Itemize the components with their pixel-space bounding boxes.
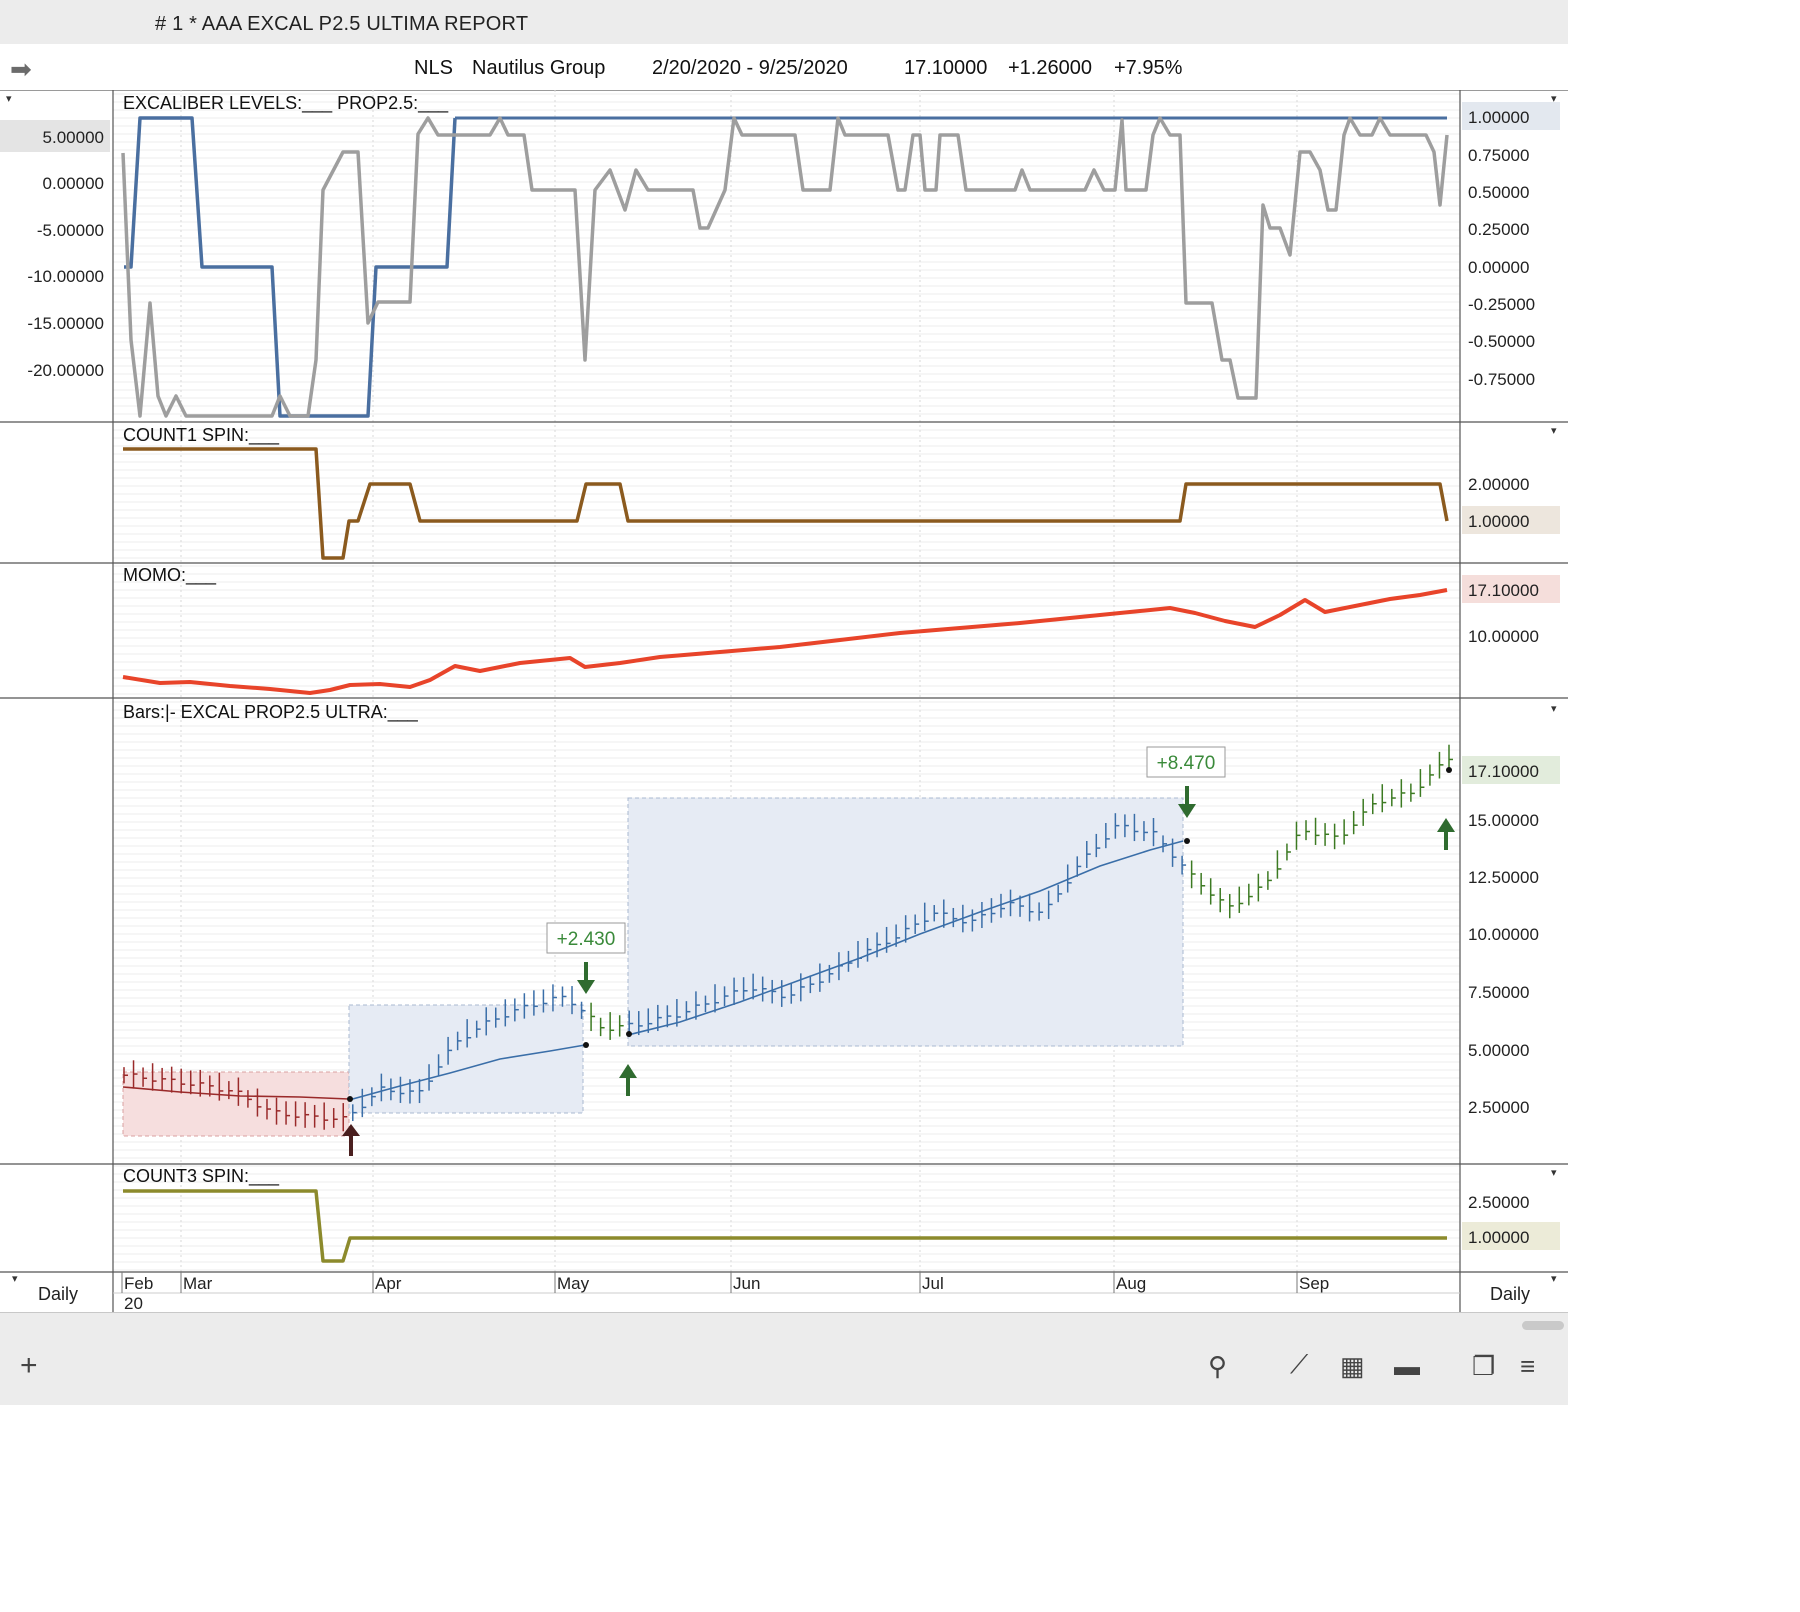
x-axis-month-label: Mar: [183, 1274, 213, 1293]
arrow-down-icon: [577, 962, 595, 994]
right-axis-label: 15.00000: [1468, 811, 1539, 830]
book-icon[interactable]: ❐: [1472, 1351, 1496, 1381]
right-axis-label: -0.50000: [1468, 332, 1535, 351]
right-axis-label: 7.50000: [1468, 983, 1529, 1002]
right-axis-label: 10.00000: [1468, 925, 1539, 944]
right-axis-label: 0.25000: [1468, 220, 1529, 239]
x-axis-month-label: Jul: [922, 1274, 944, 1293]
excaliber-levels-line: [124, 116, 457, 418]
date-range: 2/20/2020 - 9/25/2020: [652, 57, 848, 79]
right-axis-label: 17.10000: [1468, 762, 1539, 781]
right-axis-label: 0.00000: [1468, 258, 1529, 277]
right-axis-label: 0.50000: [1468, 183, 1529, 202]
right-axis-label: -0.75000: [1468, 370, 1535, 389]
panel-menu-icon: ▾: [6, 93, 12, 105]
left-axis-label: 0.00000: [43, 174, 104, 193]
momo-panel: MOMO:___ 17.10000 10.00000: [122, 565, 1560, 695]
arrow-down-icon: [1178, 786, 1196, 818]
menu-icon[interactable]: ≡: [1520, 1351, 1536, 1381]
x-axis-year: 20: [124, 1294, 143, 1312]
right-axis-label: 17.10000: [1468, 581, 1539, 600]
x-axis-month-label: Sep: [1299, 1274, 1329, 1293]
panel-menu-icon: ▾: [1551, 1167, 1557, 1179]
forward-arrow-icon[interactable]: ➡: [10, 54, 32, 84]
period-menu-icon: ▾: [12, 1273, 18, 1285]
right-axis-label: 1.00000: [1468, 1228, 1529, 1247]
add-icon[interactable]: +: [20, 1349, 38, 1382]
excaliber-panel: ▾ ▾ EXCALIBER LEVELS:___ PROP2.5:___ 5.0…: [0, 93, 1560, 418]
left-axis-label: -10.00000: [27, 267, 104, 286]
status-bar: + ⚲ ⟋ ▦ ▬ ❐ ≡: [0, 1312, 1568, 1405]
panel-menu-icon: ▾: [1551, 425, 1557, 437]
left-axis-label: -15.00000: [27, 314, 104, 333]
momo-line: [122, 588, 1448, 695]
panel-menu-icon: ▾: [1551, 93, 1557, 105]
bars-legend: Bars:|- EXCAL PROP2.5 ULTRA:___: [123, 702, 419, 723]
left-axis-label: -5.00000: [37, 221, 104, 240]
left-axis-label: -20.00000: [27, 361, 104, 380]
trade-box-1: [348, 1004, 584, 1114]
window-title: # 1 * AAA EXCAL P2.5 ULTIMA REPORT: [155, 13, 529, 35]
price-change-pct: +7.95%: [1114, 57, 1183, 79]
x-axis-month-label: Feb: [124, 1274, 153, 1293]
right-axis-label: 10.00000: [1468, 627, 1539, 646]
panel-menu-icon: ▾: [1551, 703, 1557, 715]
right-axis-label: 1.00000: [1468, 108, 1529, 127]
count3-spin-line: [123, 1189, 1447, 1263]
period-label-right: Daily: [1490, 1284, 1530, 1304]
short-trade-box: [122, 1071, 350, 1137]
count1-panel: ▾ COUNT1 SPIN:___ 2.00000 1.00000: [123, 425, 1560, 560]
right-axis-label: 0.75000: [1468, 146, 1529, 165]
arrow-up-icon: [342, 1124, 360, 1156]
count1-legend: COUNT1 SPIN:___: [123, 425, 280, 446]
x-axis-month-label: Jun: [733, 1274, 760, 1293]
short-trend-line: [122, 1086, 350, 1100]
price-change: +1.26000: [1008, 57, 1092, 79]
right-axis-label: 2.50000: [1468, 1193, 1529, 1212]
excaliber-legend: EXCALIBER LEVELS:___ PROP2.5:___: [123, 93, 449, 114]
trade-profit-label: +2.430: [557, 929, 616, 950]
count3-legend: COUNT3 SPIN:___: [123, 1166, 280, 1187]
arrow-up-icon: [619, 1064, 637, 1096]
bars-panel: ▾ Bars:|- EXCAL PROP2.5 ULTRA:___ 17.100…: [122, 702, 1560, 1156]
symbol-info-bar: ➡ NLS Nautilus Group 2/20/2020 - 9/25/20…: [0, 44, 1568, 91]
window-titlebar: # 1 * AAA EXCAL P2.5 ULTIMA REPORT: [0, 0, 1568, 45]
chart-line-icon[interactable]: ⟋: [1290, 1349, 1309, 1379]
right-axis-label: 12.50000: [1468, 868, 1539, 887]
company-name: Nautilus Group: [472, 57, 606, 79]
search-icon[interactable]: ⚲: [1208, 1351, 1228, 1381]
arrow-up-icon: [1437, 818, 1455, 850]
last-price: 17.10000: [904, 57, 988, 79]
x-axis-month-label: Aug: [1116, 1274, 1146, 1293]
momo-legend: MOMO:___: [123, 565, 217, 586]
right-axis-label: 2.00000: [1468, 475, 1529, 494]
panel-layout-icon[interactable]: ▬: [1394, 1351, 1420, 1381]
right-axis-label: 5.00000: [1468, 1041, 1529, 1060]
right-axis-label: 1.00000: [1468, 512, 1529, 531]
grid-icon[interactable]: ▦: [1340, 1351, 1365, 1381]
trade-profit-label: +8.470: [1157, 753, 1216, 774]
right-axis-label: -0.25000: [1468, 295, 1535, 314]
x-axis: Feb Mar Apr May Jun Jul Aug Sep 20 ▾ Daily ▾ Da…: [12, 1271, 1557, 1313]
count3-panel: ▾ COUNT3 SPIN:___ 2.50000 1.00000: [123, 1166, 1560, 1263]
period-label-left: Daily: [38, 1284, 78, 1304]
horizontal-scrollbar[interactable]: [1522, 1321, 1564, 1330]
prop25-line: [121, 116, 1449, 418]
left-axis-label: 5.00000: [43, 128, 104, 147]
count1-spin-line: [123, 447, 1449, 560]
x-axis-month-label: May: [557, 1274, 590, 1293]
period-menu-icon: ▾: [1551, 1273, 1557, 1285]
chart-area[interactable]: ▾ ▾ EXCALIBER LEVELS:___ PROP2.5:___ 5.0…: [0, 90, 1568, 1313]
right-axis-label: 2.50000: [1468, 1098, 1529, 1117]
trend-line-1: [348, 1044, 586, 1101]
symbol: NLS: [414, 57, 453, 79]
x-axis-month-label: Apr: [375, 1274, 402, 1293]
trend-line-2: [627, 840, 1184, 1036]
